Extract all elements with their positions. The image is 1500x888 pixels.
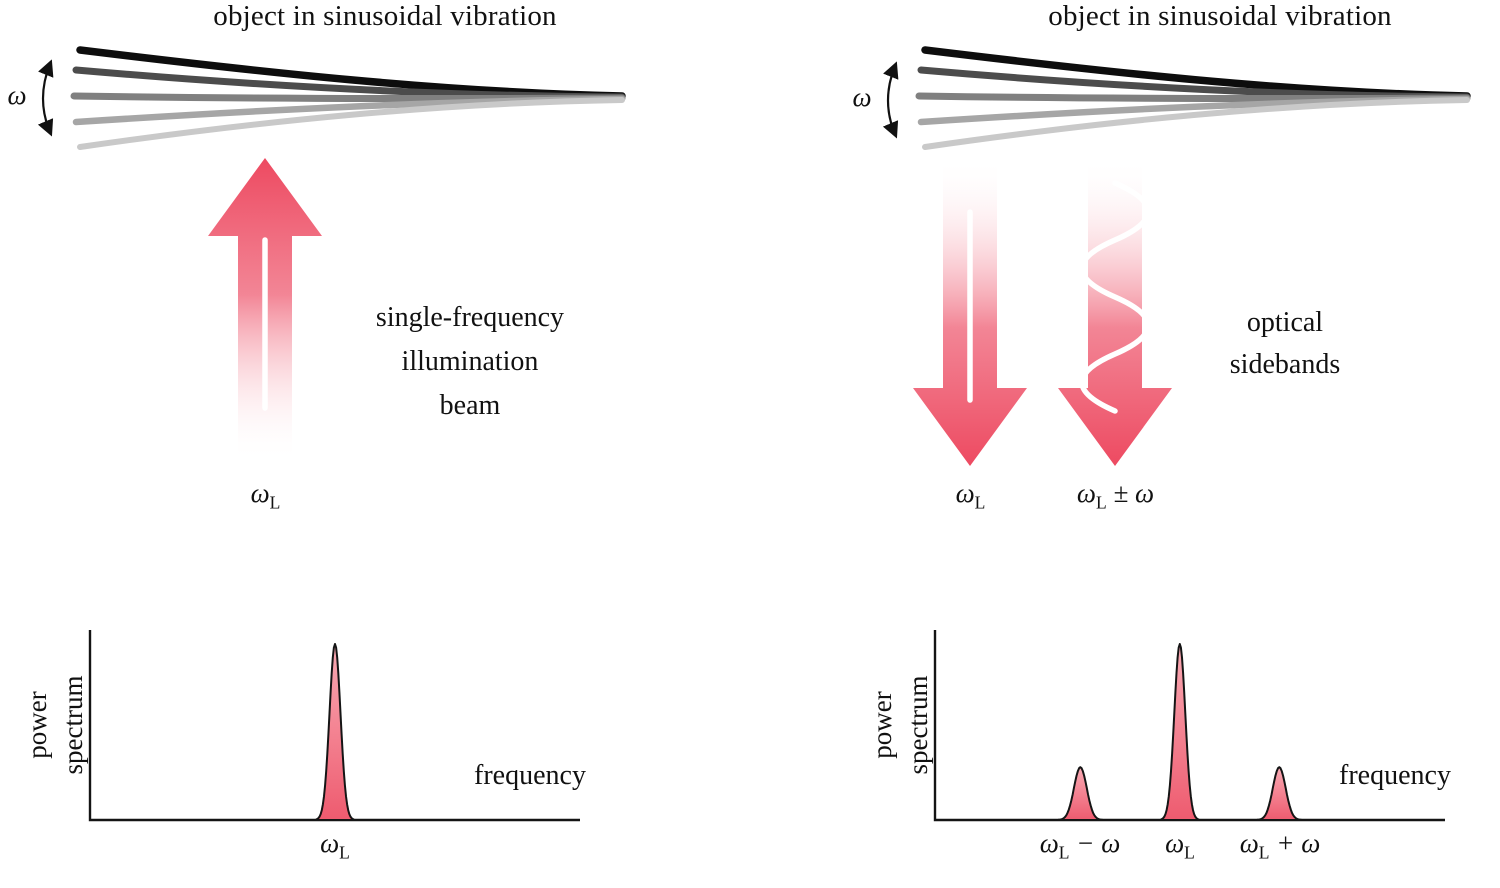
spectrum-peak <box>1160 643 1200 821</box>
beam-frequency-label: ωL <box>250 478 281 513</box>
carrier-frequency-label: ωL <box>955 478 986 513</box>
peak-label-upper-sideband: ωL + ω <box>1239 828 1321 863</box>
sideband-frequency-label: ωL ± ω <box>1076 478 1155 513</box>
peak-label-left: ωL <box>320 828 350 863</box>
beam-description-line: illumination <box>401 346 539 377</box>
right-title: object in sinusoidal vibration <box>1048 0 1392 32</box>
illumination-beam-description: single-frequency illumination beam <box>330 296 610 428</box>
power-spectrum-ylabel-right: power spectrum <box>867 675 933 775</box>
peak-label-lower-sideband: ωL − ω <box>1039 828 1121 863</box>
vibrating-object-right <box>919 50 1467 147</box>
beam-curve-2 <box>72 66 626 101</box>
spectrum-peaks-right <box>1057 643 1302 821</box>
spectrum-peak <box>1256 766 1302 821</box>
frequency-xlabel-right: frequency <box>1339 760 1451 791</box>
beam-description-line: single-frequency <box>375 302 565 333</box>
left-title: object in sinusoidal vibration <box>213 0 557 32</box>
optical-sidebands-description: optical sidebands <box>1229 307 1341 380</box>
peak-label-carrier: ωL <box>1165 828 1195 863</box>
spectrum-peak <box>315 643 355 821</box>
sideband-sine-wave <box>1079 180 1151 414</box>
vibrating-object-left <box>70 46 626 150</box>
beam-description-line: beam <box>439 390 501 421</box>
beam-curve-5 <box>77 97 625 150</box>
vibration-omega-label-right: ω <box>852 82 872 112</box>
power-spectrum-ylabel-left: power spectrum <box>22 675 88 775</box>
sideband-beam-arrow <box>1058 158 1172 466</box>
vibration-arc-arrow-right <box>882 61 899 139</box>
spectrum-axes-left <box>88 630 580 822</box>
spectrum-peak <box>1057 766 1104 821</box>
spectrum-peaks-left <box>315 643 355 821</box>
frequency-xlabel-left: frequency <box>474 760 586 791</box>
vibration-omega-label-left: ω <box>7 80 27 110</box>
vibration-arc-arrow-left <box>37 59 54 137</box>
